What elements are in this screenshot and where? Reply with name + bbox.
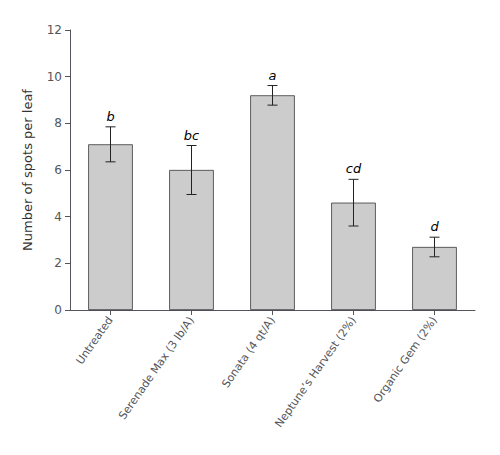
svg-text:bc: bc <box>184 128 199 143</box>
svg-text:6: 6 <box>54 163 62 177</box>
svg-text:d: d <box>430 219 439 234</box>
svg-text:Number of spots per leaf: Number of spots per leaf <box>20 89 35 251</box>
svg-text:b: b <box>106 109 114 124</box>
svg-text:12: 12 <box>47 23 62 37</box>
svg-text:Organic Gem (2%): Organic Gem (2%) <box>371 314 440 405</box>
svg-text:Neptune’s Harvest (2%): Neptune’s Harvest (2%) <box>272 314 358 430</box>
svg-text:Serenade Max (3 lb/A): Serenade Max (3 lb/A) <box>116 314 197 422</box>
svg-text:a: a <box>269 68 277 83</box>
svg-text:4: 4 <box>54 210 62 224</box>
svg-text:Untreated: Untreated <box>73 314 115 367</box>
svg-text:Sonata (4 qt/A): Sonata (4 qt/A) <box>219 314 278 390</box>
svg-text:8: 8 <box>54 116 62 130</box>
svg-text:2: 2 <box>54 256 62 270</box>
svg-text:cd: cd <box>346 161 362 176</box>
svg-text:0: 0 <box>54 303 62 317</box>
svg-text:10: 10 <box>47 70 62 84</box>
